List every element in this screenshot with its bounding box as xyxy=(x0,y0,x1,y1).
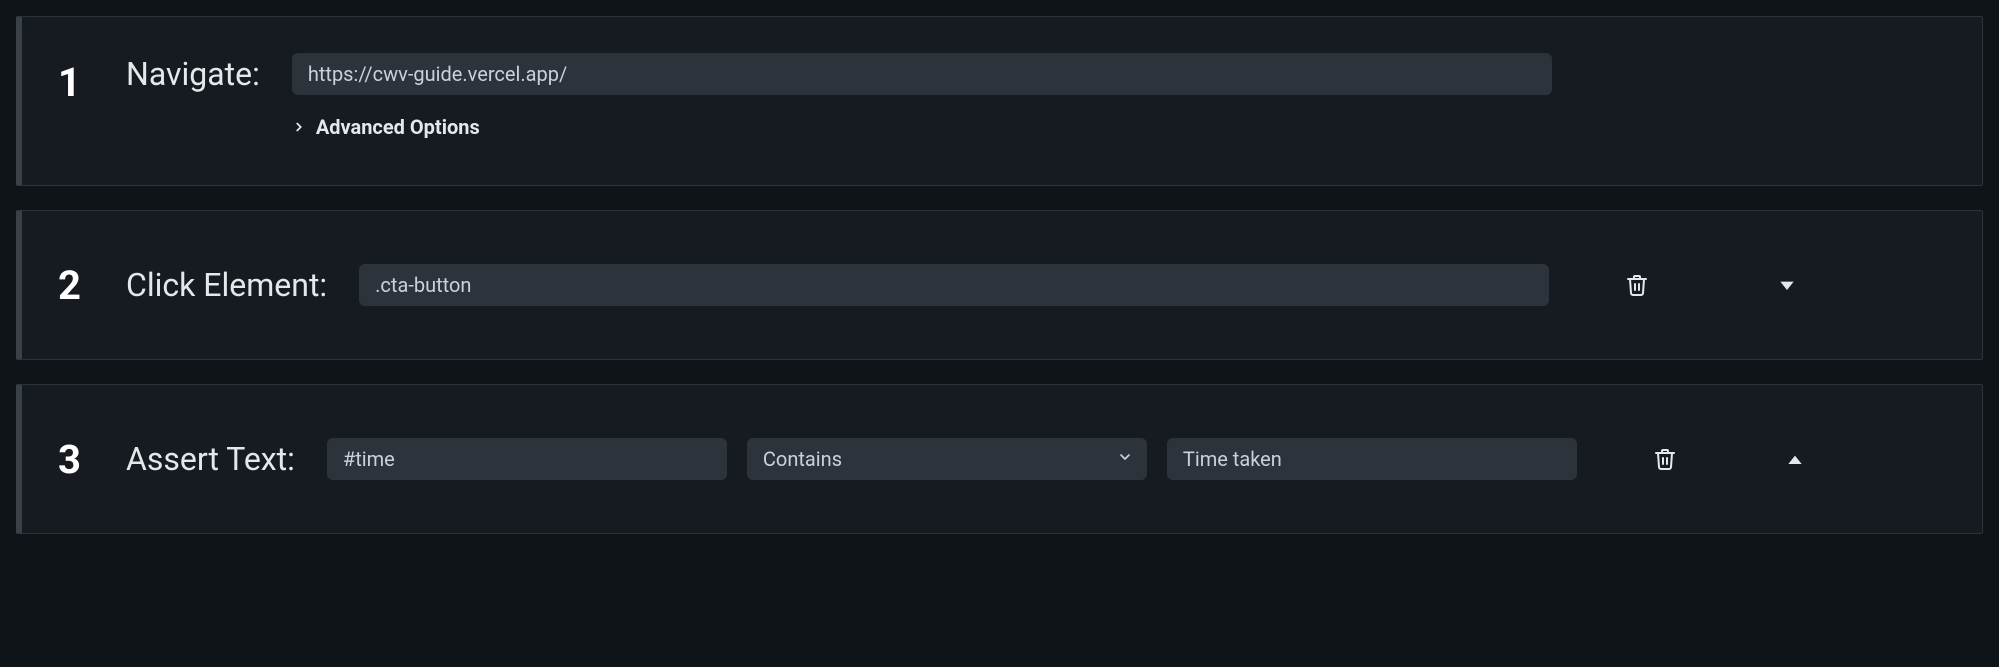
delete-step-button[interactable] xyxy=(1649,443,1681,475)
navigate-body: Advanced Options xyxy=(292,53,1552,139)
navigate-url-input[interactable] xyxy=(292,53,1552,95)
step-number: 2 xyxy=(58,262,90,309)
step-number: 3 xyxy=(58,436,90,483)
step-label: Navigate: xyxy=(126,55,260,93)
step-number: 1 xyxy=(58,59,90,106)
click-selector-input[interactable] xyxy=(359,264,1549,306)
advanced-options-label: Advanced Options xyxy=(316,115,480,139)
assert-expected-input[interactable] xyxy=(1167,438,1577,480)
assert-inputs: Contains xyxy=(327,438,1577,480)
chevron-right-icon xyxy=(292,120,306,134)
caret-down-icon xyxy=(1777,275,1797,295)
step-card-assert: 3 Assert Text: Contains xyxy=(16,384,1983,534)
step-label: Assert Text: xyxy=(126,440,295,478)
assert-selector-input[interactable] xyxy=(327,438,727,480)
collapse-step-button[interactable] xyxy=(1781,445,1809,473)
caret-up-icon xyxy=(1785,449,1805,469)
trash-icon xyxy=(1653,447,1677,471)
assert-operator-select[interactable]: Contains xyxy=(747,438,1147,480)
trash-icon xyxy=(1625,273,1649,297)
expand-step-button[interactable] xyxy=(1773,271,1801,299)
advanced-options-toggle[interactable]: Advanced Options xyxy=(292,115,1552,139)
step-card-click: 2 Click Element: xyxy=(16,210,1983,360)
step-actions xyxy=(1621,269,1801,301)
step-label: Click Element: xyxy=(126,266,327,304)
step-actions xyxy=(1649,443,1809,475)
step-card-navigate: 1 Navigate: Advanced Options xyxy=(16,16,1983,186)
step-content: Assert Text: Contains xyxy=(126,438,1946,480)
step-content: Click Element: xyxy=(126,264,1946,306)
delete-step-button[interactable] xyxy=(1621,269,1653,301)
step-content: Navigate: Advanced Options xyxy=(126,53,1946,139)
assert-operator-wrap: Contains xyxy=(747,438,1147,480)
